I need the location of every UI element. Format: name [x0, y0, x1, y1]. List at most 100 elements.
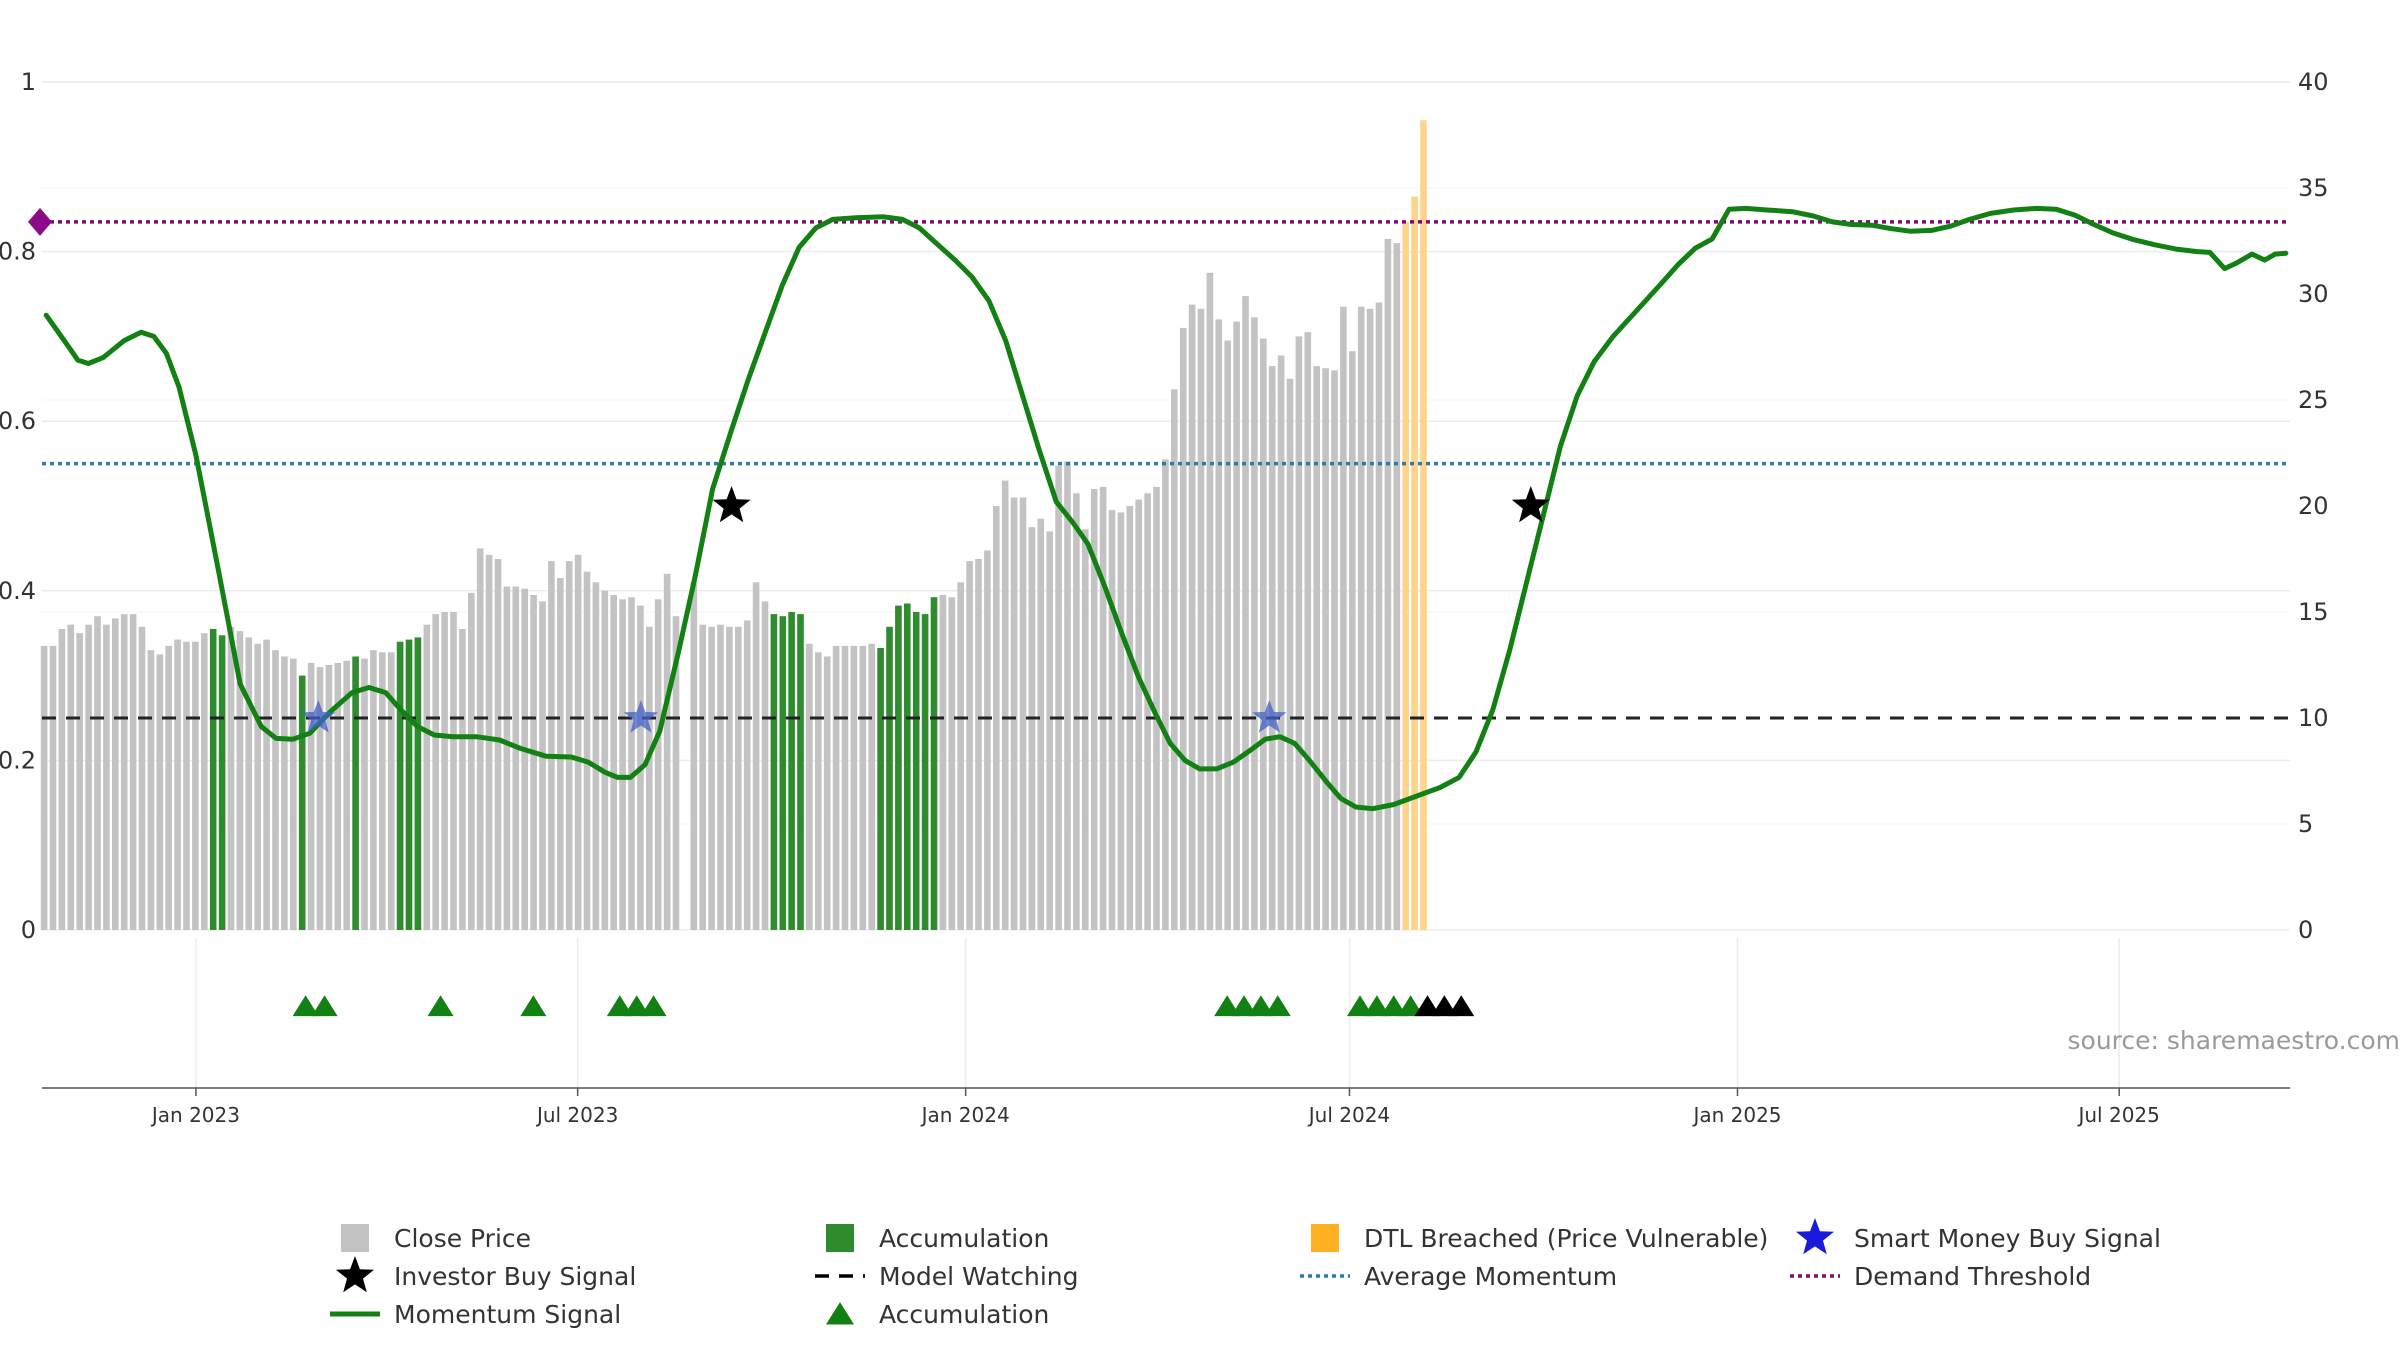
legend-item-demand: Demand Threshold	[1790, 1262, 2091, 1291]
legend-item-close: Close Price	[341, 1224, 531, 1253]
close-price-bar	[1287, 379, 1294, 930]
x-tick-label: Jan 2025	[1691, 1103, 1781, 1127]
x-tick-label: Jan 2023	[150, 1103, 240, 1127]
close-price-bar	[201, 633, 208, 930]
dtl-breached-bar	[1402, 222, 1409, 930]
legend-label: Close Price	[394, 1224, 531, 1253]
close-price-bar	[628, 597, 635, 930]
legend-label: Momentum Signal	[394, 1300, 621, 1329]
close-price-bar	[753, 582, 760, 930]
accumulation-bar	[352, 657, 359, 931]
accumulation-bar	[797, 614, 804, 930]
y-right-tick-label: 35	[2298, 174, 2329, 202]
dtl-breached-bar	[1420, 120, 1427, 930]
close-price-bar	[1189, 305, 1196, 930]
close-price-bar	[735, 627, 742, 930]
accumulation-marker	[428, 995, 454, 1016]
close-price-bar	[1349, 351, 1356, 930]
close-price-bar	[1216, 319, 1223, 930]
close-price-bar	[1135, 500, 1142, 930]
accumulation-bar	[895, 606, 902, 930]
close-price-bar	[1064, 462, 1071, 931]
close-price-bar	[103, 625, 110, 930]
accumulation-bar	[904, 604, 911, 931]
y-right-tick-label: 25	[2298, 386, 2329, 414]
legend-triangle	[826, 1302, 854, 1324]
close-price-bar	[94, 616, 101, 930]
accumulation-bar	[397, 642, 404, 930]
y-left-tick-label: 1	[21, 68, 36, 96]
close-price-bar	[459, 629, 466, 930]
accumulation-marker	[520, 995, 546, 1016]
close-price-bar	[539, 601, 546, 930]
x-tick-label: Jan 2024	[920, 1103, 1010, 1127]
close-price-bar	[495, 559, 502, 930]
close-price-bar	[949, 597, 956, 930]
close-price-bar	[860, 646, 867, 930]
legend-label: Smart Money Buy Signal	[1854, 1224, 2161, 1253]
close-price-bar	[504, 587, 511, 930]
y-right-tick-label: 20	[2298, 492, 2329, 520]
legend-item-model_watching: Model Watching	[815, 1262, 1079, 1291]
legend-label: Model Watching	[879, 1262, 1079, 1291]
close-price-bar	[1376, 303, 1383, 931]
close-price-bar	[851, 646, 858, 930]
close-price-bar	[130, 614, 137, 930]
close-price-bar	[76, 633, 83, 930]
close-price-bar	[726, 627, 733, 930]
close-price-bar	[272, 650, 279, 930]
y-right-tick-label: 5	[2298, 810, 2313, 838]
close-price-bar	[655, 599, 662, 930]
close-price-bar	[59, 629, 66, 930]
y-right-tick-label: 15	[2298, 598, 2329, 626]
close-price-bar	[842, 646, 849, 930]
close-price-bar	[1233, 322, 1240, 930]
close-price-bar	[966, 561, 973, 930]
close-price-bar	[1367, 309, 1374, 930]
close-price-bar	[50, 646, 57, 930]
close-price-bar	[664, 574, 671, 930]
close-price-bar	[85, 625, 92, 930]
close-price-bar	[1046, 531, 1053, 930]
close-price-bar	[1011, 498, 1018, 931]
close-price-bar	[993, 506, 1000, 930]
close-price-bar	[468, 593, 475, 930]
close-price-bar	[1260, 339, 1267, 931]
legend: Close Price Accumulation DTL Breached (Pri…	[330, 1218, 2161, 1329]
close-price-bar	[68, 625, 75, 930]
close-price-bar	[1305, 332, 1312, 930]
close-price-bar	[548, 561, 555, 930]
close-price-bar	[1038, 519, 1045, 930]
legend-item-smart_money: Smart Money Buy Signal	[1796, 1218, 2161, 1254]
close-price-bar	[263, 640, 270, 930]
close-price-bar	[1251, 317, 1258, 930]
close-price-bar	[610, 595, 617, 930]
close-price-bar	[1207, 273, 1214, 930]
close-price-bar	[1278, 356, 1285, 931]
legend-swatch	[826, 1224, 854, 1252]
close-price-bar	[762, 601, 769, 930]
close-price-bar	[1198, 309, 1205, 930]
legend-label: DTL Breached (Price Vulnerable)	[1364, 1224, 1768, 1253]
close-price-bar	[833, 646, 840, 930]
close-price-bar	[619, 599, 626, 930]
dtl-breached-bar	[1411, 197, 1418, 931]
close-price-bar	[121, 614, 128, 930]
accumulation-bar	[780, 616, 787, 930]
legend-item-accumulation_bar: Accumulation	[826, 1224, 1049, 1253]
close-price-bar	[557, 578, 564, 930]
close-price-bar	[112, 618, 119, 930]
close-price-bar	[228, 627, 235, 930]
close-price-bar	[1171, 389, 1178, 930]
close-price-bar	[521, 589, 528, 930]
legend-label: Investor Buy Signal	[394, 1262, 636, 1291]
source-label: source: sharemaestro.com	[2068, 1026, 2400, 1055]
accumulation-bar	[210, 629, 217, 930]
close-price-bar	[148, 650, 155, 930]
close-price-bar	[1331, 370, 1338, 930]
close-price-bar	[174, 640, 181, 930]
close-price-bar	[566, 561, 573, 930]
close-price-bar	[1340, 307, 1347, 930]
